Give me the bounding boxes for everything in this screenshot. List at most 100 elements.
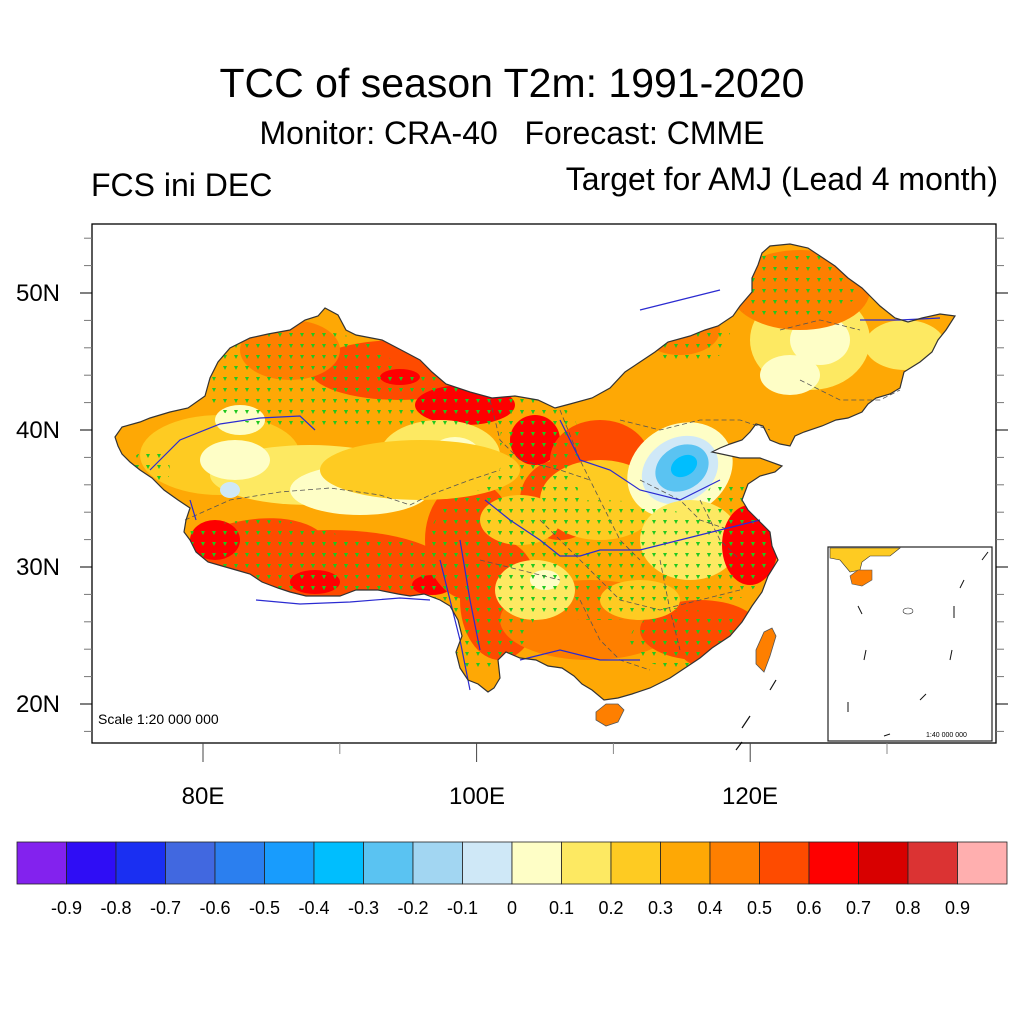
colorbar-box [957,841,1008,885]
colorbar-tick-label: -0.2 [397,898,429,918]
colorbar-box [511,841,562,885]
colorbar-tick-label: 0.5 [746,898,773,918]
province-boundary [539,519,741,611]
province-boundary [559,409,641,561]
taiwan-island [755,627,777,673]
colorbar-box [759,841,810,885]
colorbar-box [165,841,216,885]
river [459,539,481,651]
y-tick-label-50N: 50N [15,280,60,307]
islands [595,627,777,751]
inset-maritime-dash [981,551,989,561]
stipple-region [280,540,460,600]
colorbar-tick-label: -0.1 [446,898,479,918]
x-tick-label-80E: 80E [181,783,225,810]
axis-ticks [80,237,1008,762]
inset-maritime-dash [919,693,927,701]
colorbar-box [412,841,463,885]
province-boundary [619,419,771,431]
rivers [149,289,941,691]
colorbar-box [115,841,166,885]
shade-blob [200,440,270,480]
shade-blob [320,440,520,500]
colorbar-tick-label: -0.4 [298,898,330,918]
chart-title: TCC of season T2m: 1991-2020 [219,60,805,106]
maritime-dash [769,679,777,691]
colorbar-box [808,841,859,885]
shade-blob [220,482,240,498]
colorbar-tick-label: -0.8 [100,898,132,918]
x-tick-label-100E: 100E [448,783,506,810]
inset-scale-label: 1:40 000 000 [926,732,967,739]
south-china-sea-inset [827,546,993,742]
y-tick-label-40N: 40N [15,417,60,444]
stipple-region [720,250,860,320]
colorbar-tick-label: 0 [506,898,517,918]
colorbar-box [660,841,711,885]
province-boundary [799,379,901,401]
colorbar-box [709,841,760,885]
river [639,289,721,311]
province-boundary [489,399,591,481]
inset-hainan [849,569,873,587]
inset-maritime-dash [883,733,891,737]
colorbar [16,841,1008,885]
colorbar-box [66,841,117,885]
river [519,649,640,661]
hainan-island [595,703,625,727]
stipple-region [650,305,730,365]
colorbar-tick-label: 0.9 [944,898,971,918]
shade-blob [670,454,698,478]
inset-reef [902,607,914,615]
colorbar-tick-label: -0.9 [50,898,83,918]
province-boundary [579,599,651,671]
stipple-region [480,460,580,540]
colorbar-tick-label: 0.8 [895,898,921,918]
right-string: Target for AMJ (Lead 4 month) [565,161,998,197]
province-boundary [479,559,561,581]
river [559,419,721,501]
river [255,597,431,605]
province-boundary [779,319,861,331]
china-outline [114,243,957,701]
colorbar-box [363,841,414,885]
colorbar-tick-label: 0.3 [647,898,674,918]
province-boundary [184,469,501,521]
colorbar-tick-label: 0.4 [697,898,723,918]
inset-maritime-dash [959,579,965,589]
colorbar-box [264,841,315,885]
province-boundary [659,559,681,651]
inset-maritime-dash [863,649,867,661]
river [189,499,197,521]
colorbar-box [561,841,612,885]
scale-label: Scale 1:20 000 000 [98,711,219,727]
colorbar-tick-label: 0.6 [796,898,822,918]
y-tick-label-20N: 20N [15,691,60,718]
colorbar-box [214,841,265,885]
colorbar-box [907,841,958,885]
colorbar-tick-label: -0.6 [199,898,231,918]
inset-maritime-dash [857,605,863,615]
province-boundary [639,479,731,531]
colorbar-box [858,841,909,885]
colorbar-tick-label: -0.7 [149,898,182,918]
x-tick-label-120E: 120E [721,783,779,810]
colorbar-tick-label: 0.1 [548,898,575,918]
colorbar-tick-label: 0.7 [845,898,872,918]
colorbar-tick-label: -0.3 [347,898,380,918]
colorbar-box [610,841,661,885]
colorbar-tick-label: 0.2 [598,898,624,918]
left-string: FCS ini DEC [91,167,273,203]
province-boundaries [184,319,901,671]
province-boundary [699,499,741,561]
stipple-region [690,480,770,600]
colorbar-tick-label: -0.5 [248,898,281,918]
inset-mainland [829,547,901,573]
colorbar-box [16,841,67,885]
y-tick-label-30N: 30N [15,554,60,581]
colorbar-box [313,841,364,885]
chart-subtitle: Monitor: CRA-40 Forecast: CMME [259,115,765,151]
colorbar-box [462,841,513,885]
river [149,415,316,471]
